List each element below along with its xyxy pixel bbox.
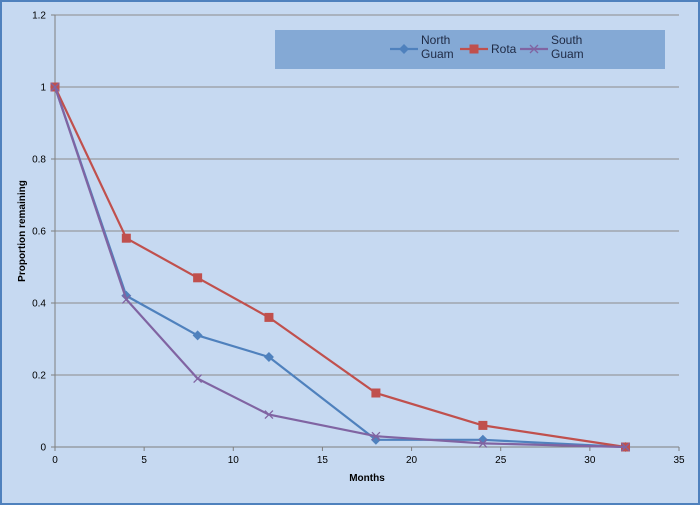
y-axis-ticks: 0 0.2 0.4 0.6 0.8 1 1.2 (32, 11, 55, 454)
marker-stroke (371, 431, 381, 441)
marker-stroke (478, 438, 488, 448)
y-tick-label: 0.4 (32, 299, 46, 310)
x-axis-ticks: 0 5 10 15 20 25 30 35 (52, 447, 685, 466)
legend-label: North (421, 33, 450, 47)
data-point-south-guam (121, 294, 131, 304)
data-point-rota (193, 273, 203, 283)
y-tick-label: 1 (40, 83, 46, 94)
y-tick-label: 0.8 (32, 155, 46, 166)
series-layer (50, 82, 631, 452)
legend-label: South (551, 33, 582, 47)
gridlines (55, 14, 679, 376)
data-point-south-guam (264, 410, 274, 420)
legend-entry-rota: Rota (460, 42, 517, 56)
x-tick-label: 10 (228, 455, 240, 466)
marker-stroke (121, 294, 131, 304)
y-axis-title: Proportion remaining (17, 180, 28, 282)
x-axis-title: Months (349, 473, 385, 484)
marker-stroke (193, 374, 203, 384)
data-point-north-guam (263, 352, 274, 362)
y-tick-label: 0 (40, 443, 46, 454)
legend-swatch-marker (399, 44, 409, 54)
marker-stroke (621, 442, 630, 452)
x-tick-label: 5 (141, 455, 147, 466)
data-point-rota (478, 420, 488, 430)
data-point-south-guam (371, 431, 381, 441)
x-tick-label: 25 (495, 455, 507, 466)
data-point-south-guam (193, 374, 203, 384)
marker-stroke (50, 82, 60, 92)
data-point-south-guam (621, 442, 630, 452)
data-point-rota (371, 388, 381, 398)
data-point-north-guam (192, 330, 203, 341)
data-point-rota (264, 312, 274, 322)
data-point-south-guam (50, 82, 60, 92)
data-point-rota (121, 233, 131, 243)
data-point-south-guam (478, 438, 488, 448)
x-tick-label: 20 (406, 455, 418, 466)
x-tick-label: 30 (584, 455, 596, 466)
series-south-guam (50, 82, 630, 452)
x-tick-label: 0 (52, 455, 58, 466)
legend-swatch-marker (469, 44, 479, 54)
y-tick-label: 1.2 (32, 11, 46, 22)
marker-stroke (264, 410, 274, 420)
legend-label: Rota (491, 42, 517, 56)
marker-stroke (529, 44, 539, 54)
y-tick-label: 0.6 (32, 227, 46, 238)
x-tick-label: 15 (317, 455, 329, 466)
legend-label: Guam (551, 47, 584, 61)
y-tick-label: 0.2 (32, 371, 46, 382)
x-tick-label: 35 (673, 455, 685, 466)
legend-label: Guam (421, 47, 454, 61)
legend-swatch-marker (529, 44, 539, 54)
